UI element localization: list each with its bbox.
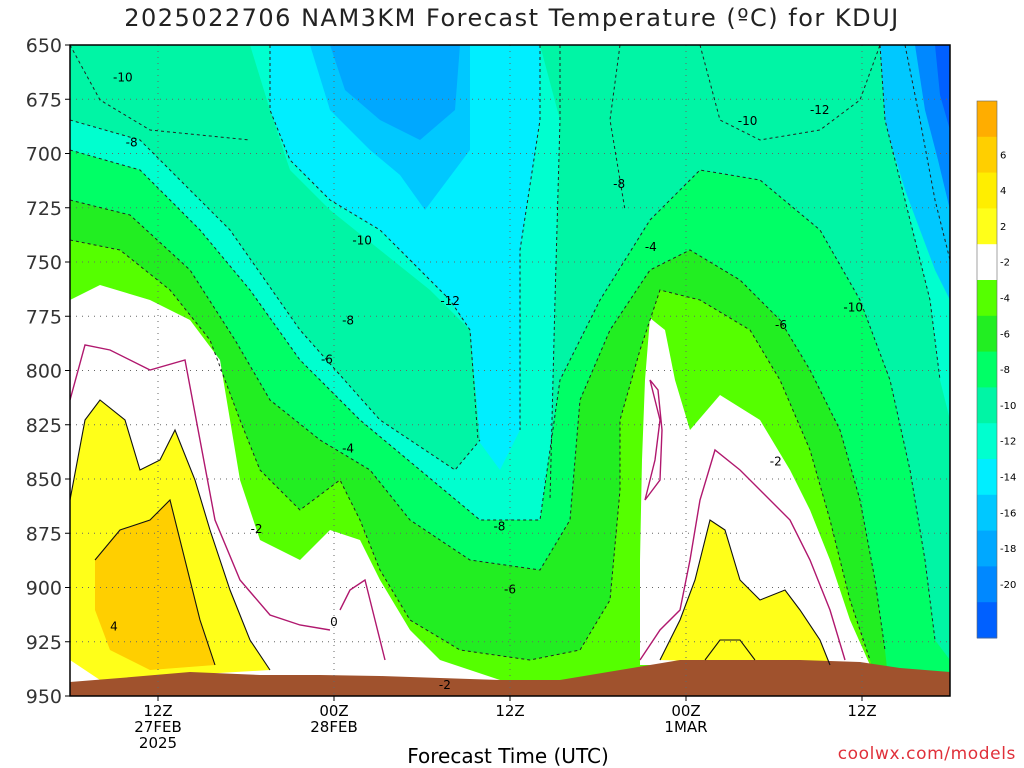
colorbar-bin	[977, 280, 997, 317]
contour-label: -4	[342, 442, 354, 456]
colorbar-bin	[977, 244, 997, 281]
contour-label: -8	[126, 136, 138, 150]
x-tick-label: 00Z	[671, 702, 700, 720]
solid-contours	[70, 399, 831, 671]
x-tick-label: 12Z	[847, 702, 876, 720]
colorbar-bin	[977, 459, 997, 496]
contour-label: -8	[493, 520, 505, 534]
colorbar-bin	[977, 208, 997, 245]
y-tick-label-675: 675	[26, 89, 62, 111]
colorbar-label: -20	[1000, 580, 1016, 591]
y-tick-label-750: 750	[26, 252, 62, 274]
colorbar-label: -8	[1000, 365, 1010, 376]
colorbar-label: -14	[1000, 472, 1016, 483]
freezing-contours	[70, 344, 846, 661]
contour-label: 4	[110, 620, 118, 634]
colorbar-label: -12	[1000, 437, 1016, 448]
y-tick-label-825: 825	[26, 415, 62, 437]
colorbar-bin	[977, 351, 997, 388]
contour-label: -10	[352, 233, 372, 247]
colorbar-label: -10	[1000, 401, 1016, 412]
colorbar-bin	[977, 566, 997, 603]
terrain	[70, 660, 950, 696]
colorbar-bin	[977, 602, 997, 639]
chart-title: 2025022706 NAM3KM Forecast Temperature (…	[124, 4, 900, 32]
x-tick-label: 2025	[139, 734, 177, 752]
colorbar-label: -6	[1000, 329, 1010, 340]
y-tick-label-900: 900	[26, 578, 62, 600]
colorbar-bin	[977, 101, 997, 138]
colorbar-label: -18	[1000, 544, 1016, 555]
contour-label: -8	[613, 177, 625, 191]
colorbar-bin	[977, 136, 997, 174]
colorbar-label: 6	[1000, 150, 1006, 161]
colorbar-bin	[977, 315, 997, 353]
x-tick-label: 1MAR	[664, 718, 707, 736]
contour-label: -12	[810, 103, 830, 117]
y-axis: 650 675 700 725 750 775 800 825 850 875 900 925 950	[26, 35, 70, 708]
contour-label: -6	[775, 318, 787, 332]
colorbar-label: -2	[1000, 258, 1010, 269]
colorbar-bin	[977, 172, 997, 209]
field-deepblue-corner	[935, 45, 950, 130]
contour-label: -2	[251, 522, 263, 536]
colorbar-label: -4	[1000, 293, 1010, 304]
dashed-contours	[70, 45, 950, 661]
colorbar-bin	[977, 530, 997, 567]
x-tick-label: 00Z	[319, 702, 348, 720]
colorbar-label: 2	[1000, 222, 1006, 233]
x-axis-label: Forecast Time (UTC)	[407, 744, 609, 768]
contour-labels: -10 -8 -10 -8 -12 -6 -4 -2 0 4 -2 -8 -6 -8 -4 -10 -12 -6 -…	[110, 71, 863, 693]
y-tick-label-650: 650	[26, 35, 62, 57]
temperature-field	[70, 45, 950, 696]
y-tick-label-775: 775	[26, 306, 62, 328]
field-darkblue-top	[330, 45, 460, 140]
x-tick-label: 27FEB	[134, 718, 181, 736]
colorbar: 6 4 2 -2 -4 -6 -8 -10 -12 -14 -16 -18 -20	[976, 100, 1016, 639]
x-tick-label: 12Z	[495, 702, 524, 720]
contour-label: -10	[843, 301, 863, 315]
y-tick-label-700: 700	[26, 144, 62, 166]
y-tick-label-925: 925	[26, 632, 62, 654]
field-yellow-right	[660, 520, 830, 665]
grid-lines	[70, 45, 950, 696]
contour-label: -10	[113, 71, 133, 85]
colorbar-bin	[977, 494, 997, 532]
x-tick-label: 12Z	[143, 702, 172, 720]
contour-label: -12	[440, 294, 460, 308]
y-tick-label-950: 950	[26, 686, 62, 708]
contour-label: -6	[504, 583, 516, 597]
y-tick-label-725: 725	[26, 198, 62, 220]
contour-label: -2	[770, 455, 782, 469]
colorbar-label: 4	[1000, 186, 1006, 197]
y-tick-label-850: 850	[26, 469, 62, 491]
contour-label: -4	[645, 240, 657, 254]
contour-label: 0	[330, 615, 338, 629]
contour-label: -10	[738, 114, 758, 128]
colorbar-frame	[976, 100, 998, 639]
colorbar-label: -16	[1000, 508, 1016, 519]
field-gold-left	[95, 500, 215, 670]
colorbar-bin	[977, 423, 997, 460]
contour-label: -2	[439, 678, 451, 692]
y-tick-label-800: 800	[26, 361, 62, 383]
field-aqua-left	[70, 45, 480, 470]
contour-label: -8	[342, 314, 354, 328]
x-tick-label: 28FEB	[310, 718, 357, 736]
contour-label: -6	[321, 353, 333, 367]
colorbar-bin	[977, 387, 997, 424]
credit-link[interactable]: coolwx.com/models	[837, 744, 1016, 764]
y-tick-label-875: 875	[26, 523, 62, 545]
